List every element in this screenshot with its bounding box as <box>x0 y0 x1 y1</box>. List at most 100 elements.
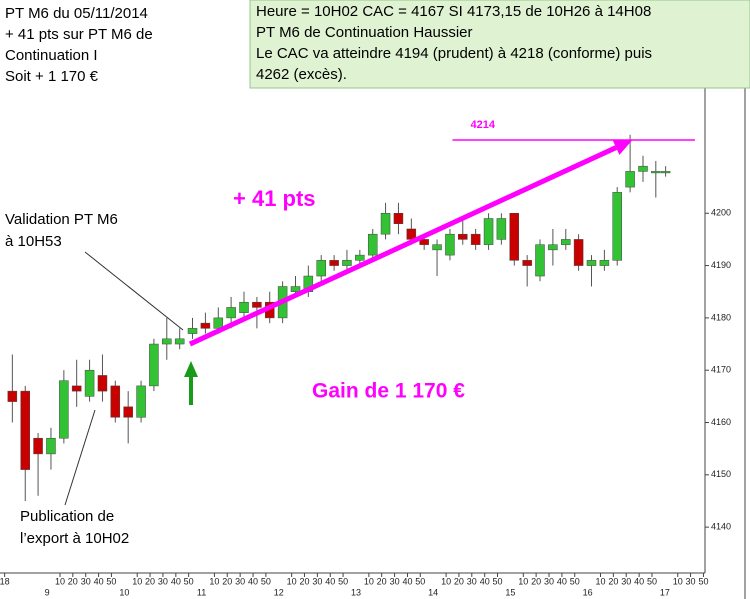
trend-arrow-head <box>612 140 633 155</box>
info-text: Le CAC va atteindre 4194 (prudent) à 421… <box>256 45 652 62</box>
x-tick-label: 30 <box>312 576 322 586</box>
x-tick-label: 30 <box>158 576 168 586</box>
x-tick-label: 30 <box>390 576 400 586</box>
candle-body <box>535 244 545 277</box>
x-tick-label: 20 <box>454 576 464 586</box>
x-tick-label: 20 <box>222 576 232 586</box>
x-tick-label: 40 <box>557 576 567 586</box>
candle-body <box>470 233 481 245</box>
x-tick-label: 30 <box>686 576 696 586</box>
x-tick-label: 50 <box>698 576 708 586</box>
x-tick-label: 30 <box>621 576 631 586</box>
info-text: PT M6 de Continuation Haussier <box>256 24 473 41</box>
target-label: 4214 <box>470 119 495 131</box>
x-tick-label: 40 <box>634 576 644 586</box>
candle-body <box>33 437 43 455</box>
x-tick-label: 40 <box>480 576 490 586</box>
candle-body <box>226 307 236 319</box>
info-text: Heure = 10H02 CAC = 4167 SI 4173,15 de 1… <box>256 3 651 20</box>
x-tick-label: 50 <box>647 576 657 586</box>
candle-body <box>252 301 262 308</box>
x-tick-label: 10 <box>287 576 297 586</box>
candle-body <box>110 385 121 418</box>
x-tick-label: 20 <box>377 576 387 586</box>
candle-body <box>573 239 584 266</box>
candle-body <box>20 390 31 470</box>
x-tick-label: 20 <box>299 576 309 586</box>
candle-body <box>509 213 520 261</box>
info-text: + 41 pts sur PT M6 de <box>5 26 153 43</box>
x-tick-label: 10 <box>209 576 219 586</box>
x-hour-label: 9 <box>45 587 50 597</box>
x-tick-label: 30 <box>81 576 91 586</box>
candle-body <box>187 328 198 334</box>
x-tick-label: 10 <box>596 576 606 586</box>
candle-body <box>200 322 211 329</box>
candle-body <box>660 171 671 174</box>
x-tick-label: 10 <box>518 576 528 586</box>
x-tick-label: 40 <box>325 576 335 586</box>
x-tick-label: 10 <box>55 576 65 586</box>
candle-body <box>84 369 95 397</box>
candle-body <box>458 233 468 240</box>
x-tick-label: 40 <box>248 576 258 586</box>
x-hour-label: 17 <box>660 587 670 597</box>
x-tick-label: 50 <box>184 576 194 586</box>
x-tick-label: 50 <box>570 576 580 586</box>
leader-line <box>64 409 96 506</box>
candle-body <box>290 286 301 292</box>
annotation: Gain de 1 170 € <box>312 380 465 403</box>
x-tick-label: 18 <box>0 576 10 586</box>
candle-body <box>7 390 18 402</box>
y-tick-label: 4160 <box>711 417 731 427</box>
x-tick-label: 20 <box>531 576 541 586</box>
candle-body <box>432 244 442 251</box>
candle-body <box>612 192 622 261</box>
x-tick-label: 10 <box>364 576 374 586</box>
x-tick-label: 20 <box>145 576 155 586</box>
candle-body <box>599 260 610 266</box>
x-tick-label: 10 <box>673 576 683 586</box>
candle-body <box>123 406 133 418</box>
x-hour-label: 11 <box>197 587 206 597</box>
signal-arrow-head <box>184 361 198 377</box>
annotation: Publication de <box>20 508 114 525</box>
candle-body <box>342 260 352 266</box>
candle-body <box>316 260 326 277</box>
candle-body <box>483 218 494 245</box>
x-hour-label: 16 <box>583 587 593 597</box>
annotation: l’export à 10H02 <box>20 530 129 547</box>
candle-body <box>174 338 185 345</box>
x-hour-label: 10 <box>119 587 129 597</box>
candle-body <box>419 239 429 245</box>
info-text: Continuation I <box>5 47 98 64</box>
candle-body <box>329 260 339 266</box>
y-tick-label: 4190 <box>711 260 731 270</box>
x-tick-label: 30 <box>467 576 477 586</box>
y-tick-label: 4140 <box>711 522 731 532</box>
info-text: 4262 (excès). <box>256 66 347 83</box>
candle-body <box>71 385 82 392</box>
candle-body <box>638 165 648 172</box>
x-hour-label: 12 <box>274 587 284 597</box>
x-tick-label: 50 <box>415 576 425 586</box>
x-tick-label: 30 <box>235 576 245 586</box>
candle-body <box>625 171 635 188</box>
leader-line <box>84 251 184 331</box>
x-tick-label: 40 <box>94 576 104 586</box>
candle-body <box>496 218 507 240</box>
annotation: Validation PT M6 <box>5 211 118 228</box>
candle-body <box>380 213 391 235</box>
trend-arrow <box>188 145 618 347</box>
x-tick-label: 40 <box>402 576 412 586</box>
annotation: + 41 pts <box>233 186 316 211</box>
x-hour-label: 14 <box>428 587 438 597</box>
x-tick-label: 40 <box>171 576 181 586</box>
x-tick-label: 20 <box>608 576 618 586</box>
y-tick-label: 4170 <box>711 365 731 375</box>
candle-body <box>561 239 571 245</box>
candle-body <box>162 338 172 345</box>
